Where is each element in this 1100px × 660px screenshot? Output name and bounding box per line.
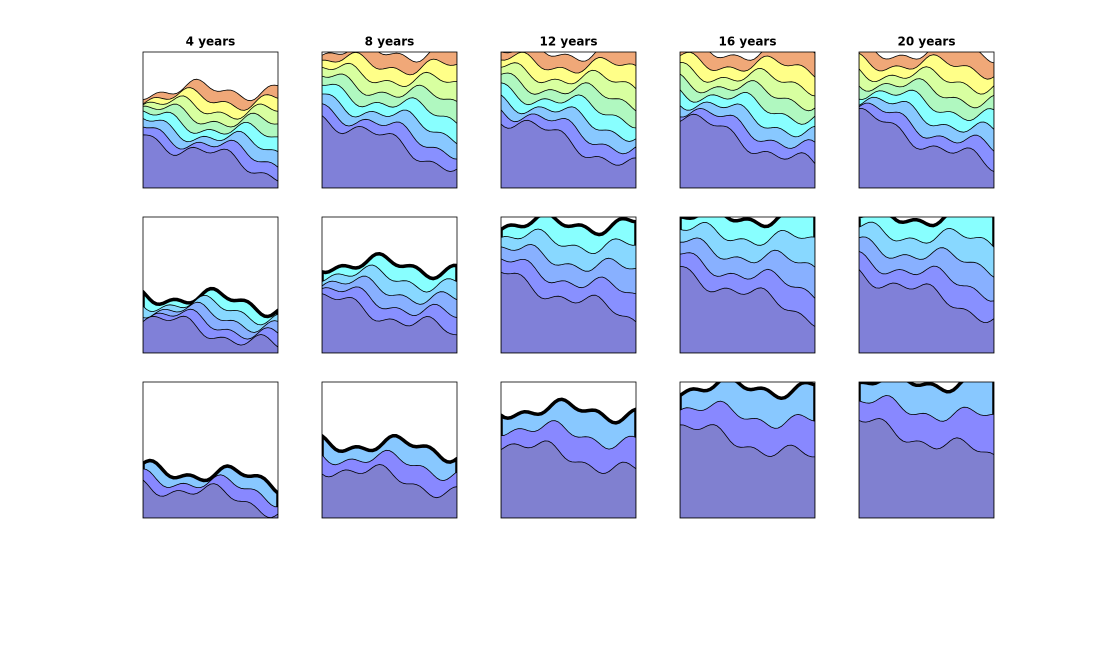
contour-panel <box>501 217 636 353</box>
contour-band <box>501 119 636 188</box>
contour-band <box>143 315 278 353</box>
panel-frame <box>321 216 458 354</box>
contour-panel <box>859 52 994 188</box>
contour-panel <box>859 382 994 518</box>
contour-band <box>322 115 457 188</box>
contour-band <box>322 464 457 518</box>
contour-panel <box>143 458 278 518</box>
panel-title: 12 years <box>540 35 598 49</box>
contour-panel <box>322 251 457 353</box>
contour-band <box>322 293 457 353</box>
contour-band <box>501 440 636 518</box>
panel-frame <box>142 51 279 189</box>
panel-frame <box>858 381 995 519</box>
panel-frame <box>500 216 637 354</box>
contour-band <box>680 266 815 353</box>
contour-band <box>859 269 994 353</box>
panel-frame <box>679 51 816 189</box>
contour-panel <box>680 382 815 518</box>
panel-title: 4 years <box>186 35 236 49</box>
panel-frame <box>142 381 279 519</box>
panel-frame <box>679 381 816 519</box>
panel-frame <box>321 51 458 189</box>
panel-frame <box>142 216 279 354</box>
contour-panel <box>859 217 994 353</box>
panel-title: 16 years <box>719 35 777 49</box>
contour-band <box>143 479 278 518</box>
contour-panel <box>322 52 457 188</box>
panel-title: 20 years <box>898 35 956 49</box>
panel-frame <box>321 381 458 519</box>
panel-frame <box>500 51 637 189</box>
contour-band <box>859 418 994 518</box>
contour-panel <box>680 217 815 353</box>
contour-band <box>680 113 815 188</box>
contour-panel <box>680 52 815 188</box>
contour-panel <box>143 286 278 353</box>
contour-band <box>501 271 636 353</box>
contour-panel <box>501 52 636 188</box>
contour-band <box>680 424 815 518</box>
panel-frame <box>858 51 995 189</box>
contour-panel <box>143 78 278 188</box>
contour-panel <box>322 433 457 518</box>
contour-panel <box>501 397 636 518</box>
contour-band <box>143 134 278 188</box>
panel-frame <box>500 381 637 519</box>
panel-title: 8 years <box>365 35 415 49</box>
panel-frame <box>679 216 816 354</box>
panel-frame <box>858 216 995 354</box>
contour-band <box>859 108 994 188</box>
